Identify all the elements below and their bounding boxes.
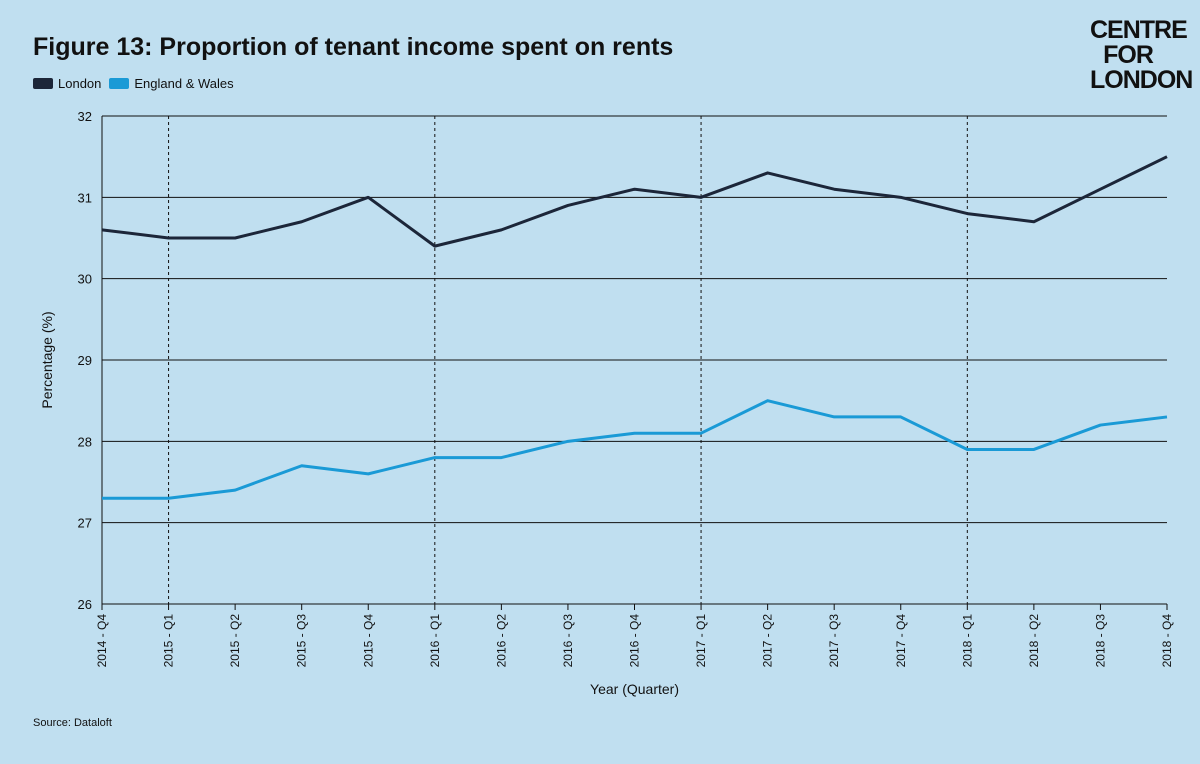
x-tick-label-13: 2018 - Q1: [960, 614, 974, 668]
legend-item-london: London: [33, 76, 101, 91]
legend-swatch-england-wales: [109, 78, 130, 89]
y-axis-title: Percentage (%): [39, 311, 55, 408]
x-tick-label-0: 2014 - Q4: [95, 614, 109, 668]
x-tick-label-7: 2016 - Q3: [561, 614, 575, 668]
x-tick-label-5: 2016 - Q1: [428, 614, 442, 668]
x-tick-label-15: 2018 - Q3: [1093, 614, 1107, 668]
x-tick-label-1: 2015 - Q1: [162, 614, 176, 668]
y-tick-label-30: 30: [78, 272, 92, 287]
legend-label-england-wales: England & Wales: [134, 76, 234, 91]
y-tick-label-26: 26: [78, 597, 92, 612]
legend: London England & Wales: [33, 76, 234, 91]
x-tick-label-3: 2015 - Q3: [295, 614, 309, 668]
y-tick-label-28: 28: [78, 434, 92, 449]
y-tick-label-27: 27: [78, 516, 92, 531]
legend-label-london: London: [58, 76, 102, 91]
source-note: Source: Dataloft: [33, 717, 112, 729]
x-tick-label-10: 2017 - Q2: [761, 614, 775, 668]
x-axis-title: Year (Quarter): [590, 681, 679, 697]
x-tick-label-9: 2017 - Q1: [694, 614, 708, 668]
x-tick-label-8: 2016 - Q4: [628, 614, 642, 668]
x-tick-label-11: 2017 - Q3: [827, 614, 841, 668]
series-line-england-wales: [102, 399, 1168, 500]
x-tick-label-2: 2015 - Q2: [228, 614, 242, 668]
logo-line-2: FOR: [1103, 41, 1154, 69]
y-tick-label-32: 32: [78, 109, 92, 124]
x-tick-label-14: 2018 - Q2: [1027, 614, 1041, 668]
legend-item-england-wales: England & Wales: [109, 76, 234, 91]
y-tick-label-31: 31: [78, 190, 92, 205]
chart-title: Figure 13: Proportion of tenant income s…: [33, 33, 674, 61]
series-line-london: [101, 155, 1168, 248]
x-tick-label-16: 2018 - Q4: [1160, 614, 1174, 668]
legend-swatch-london: [33, 78, 53, 89]
y-tick-label-29: 29: [78, 353, 92, 368]
x-tick-label-12: 2017 - Q4: [894, 614, 908, 668]
x-tick-label-6: 2016 - Q2: [494, 614, 508, 668]
x-tick-label-4: 2015 - Q4: [361, 614, 375, 668]
